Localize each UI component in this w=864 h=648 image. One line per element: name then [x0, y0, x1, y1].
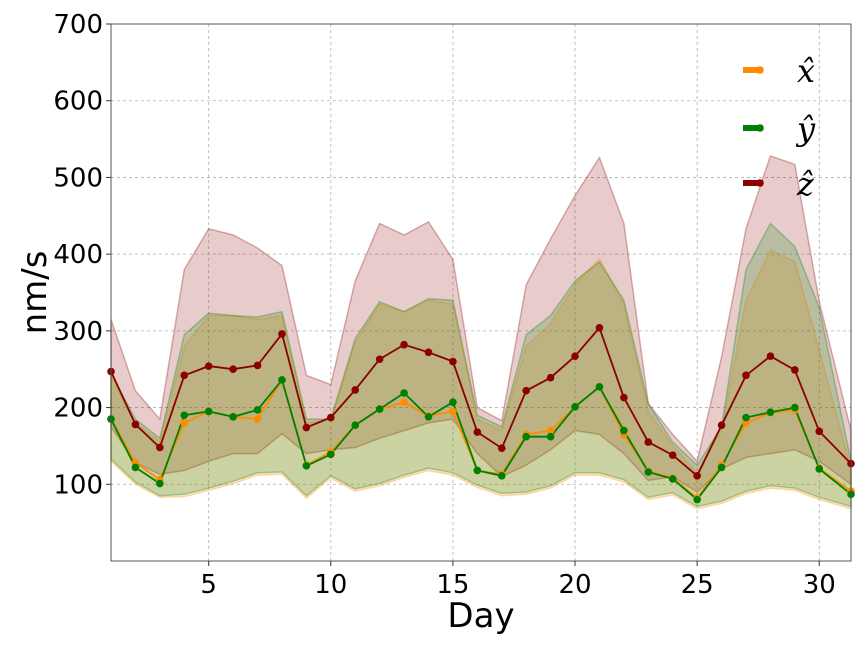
point-series-2 [742, 413, 750, 422]
point-series-3 [424, 348, 433, 357]
point-series-3 [327, 413, 335, 422]
point-series-2 [522, 432, 530, 441]
point-series-2 [693, 495, 701, 504]
point-series-3 [156, 443, 164, 452]
point-series-3 [620, 393, 628, 402]
point-series-3 [546, 373, 555, 382]
legend-marker-3 [756, 179, 764, 187]
point-series-1 [253, 415, 262, 423]
point-series-2 [717, 463, 726, 472]
y-tick-label: 200 [53, 394, 103, 424]
series-points [107, 323, 855, 504]
x-tick-label: 15 [436, 570, 469, 600]
point-series-2 [156, 479, 164, 488]
legend-label-2: ŷ [795, 110, 816, 148]
point-series-2 [546, 432, 555, 441]
point-series-3 [571, 352, 579, 360]
point-series-1 [180, 419, 189, 427]
point-series-3 [522, 386, 530, 395]
point-series-3 [742, 371, 750, 380]
plot-frame [110, 23, 852, 562]
point-series-2 [180, 411, 189, 420]
legend-marker-2 [756, 124, 764, 132]
point-series-2 [302, 462, 311, 470]
point-series-2 [131, 463, 140, 472]
point-series-2 [668, 475, 677, 483]
point-series-3 [400, 340, 408, 349]
point-series-3 [497, 444, 506, 453]
point-series-2 [815, 465, 824, 473]
y-tick-label: 400 [53, 240, 103, 270]
legend: x̂ ŷẑ [743, 52, 816, 203]
point-series-2 [497, 472, 506, 480]
point-series-3 [278, 330, 286, 338]
point-series-2 [400, 389, 408, 397]
point-series-3 [180, 371, 189, 380]
point-series-2 [644, 468, 653, 476]
point-series-2 [375, 405, 384, 413]
point-series-3 [253, 361, 262, 370]
x-axis-ticks: 5 10 15 20 25 30 [200, 561, 836, 600]
point-series-1 [742, 419, 750, 427]
x-tick-label: 20 [558, 570, 591, 600]
x-tick-label: 5 [200, 570, 217, 600]
point-series-2 [473, 466, 482, 475]
point-series-1 [546, 426, 555, 435]
legend-label-3: ẑ [796, 165, 815, 203]
y-tick-label: 500 [53, 163, 103, 193]
point-series-2 [595, 383, 604, 391]
point-series-3 [644, 438, 653, 446]
point-series-3 [449, 357, 457, 366]
point-series-2 [424, 412, 433, 421]
point-series-3 [302, 423, 311, 432]
point-series-3 [375, 355, 384, 364]
point-series-3 [668, 451, 677, 459]
y-tick-label: 300 [53, 317, 103, 347]
point-series-3 [766, 352, 775, 360]
confidence-bands [110, 154, 852, 510]
point-series-3 [229, 365, 237, 374]
y-tick-label: 700 [53, 10, 103, 40]
point-series-1 [449, 407, 457, 416]
point-series-3 [791, 366, 799, 374]
x-tick-label: 30 [803, 570, 836, 600]
point-series-2 [327, 450, 335, 459]
point-series-2 [571, 403, 579, 411]
point-series-3 [204, 362, 213, 370]
point-series-3 [473, 428, 482, 436]
x-axis-label: Day [447, 596, 514, 636]
y-tick-label: 100 [53, 470, 103, 500]
legend-label-1: x̂ [797, 52, 815, 90]
point-series-2 [351, 421, 360, 430]
point-series-3 [595, 323, 604, 332]
point-series-2 [278, 376, 286, 384]
point-series-3 [351, 386, 360, 394]
point-series-2 [766, 408, 775, 416]
y-tick-label: 600 [53, 87, 103, 117]
x-tick-label: 25 [681, 570, 714, 600]
point-series-2 [229, 412, 237, 421]
point-series-2 [204, 407, 213, 416]
point-series-3 [815, 427, 824, 436]
y-axis-ticks: 100 200 300 400 500 600 700 [53, 10, 111, 500]
legend-marker-1 [756, 66, 764, 74]
point-series-2 [449, 398, 457, 407]
point-series-3 [131, 420, 140, 429]
x-tick-label: 10 [314, 570, 347, 600]
point-series-1 [400, 398, 408, 407]
point-series-2 [253, 406, 262, 414]
point-series-2 [791, 403, 799, 412]
point-series-3 [693, 472, 701, 480]
point-series-3 [717, 421, 726, 430]
point-series-2 [620, 426, 628, 435]
y-axis-label: nm/s [15, 251, 55, 335]
